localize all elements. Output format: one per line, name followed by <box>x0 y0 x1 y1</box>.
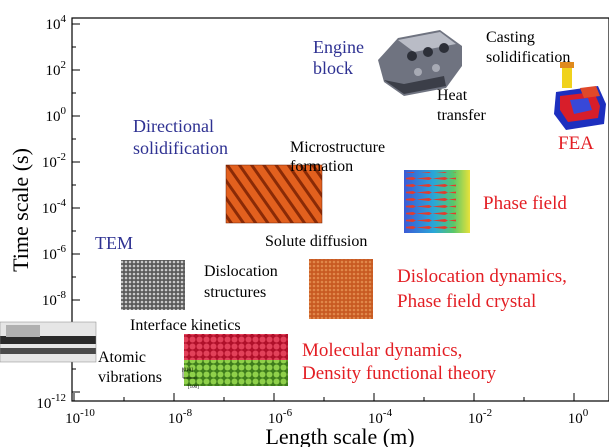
casting-fea-image <box>554 62 606 130</box>
x-axis-label: Length scale (m) <box>265 424 414 447</box>
x-tick-label: 100 <box>568 407 589 427</box>
y-tick-labels: 104 102 100 10-2 10-4 10-6 10-8 10-12 <box>36 13 66 412</box>
x-tick-label: 10-6 <box>268 407 293 427</box>
engine-block-label: Engine block <box>313 37 364 78</box>
x-tick-label: 10-10 <box>65 407 95 427</box>
tem-label: TEM <box>95 233 133 253</box>
microstructure-formation-label: Microstructure formation <box>290 139 385 175</box>
crystal-axes-inset: [010] [100] <box>182 368 199 390</box>
directional-solidification-image <box>225 164 323 224</box>
y-tick-label: 100 <box>46 105 67 125</box>
dislocation-structures-label: Dislocation structures <box>204 263 278 301</box>
x-ticks <box>73 393 575 401</box>
fea-label: FEA <box>558 133 594 154</box>
casting-solidification-label: Casting solidification <box>486 29 570 66</box>
direction-010-label: [010] <box>182 368 193 373</box>
atomic-vibrations-label: Atomic vibrations <box>98 349 162 386</box>
x-tick-label: 10-2 <box>468 407 492 427</box>
y-tick-label: 10-4 <box>42 197 67 217</box>
molecular-dynamics-image <box>184 334 288 386</box>
dislocation-dynamics-label: Dislocation dynamics, Phase field crystal <box>397 266 567 312</box>
atomic-vibrations-image <box>0 321 97 363</box>
y-tick-label: 104 <box>46 13 67 33</box>
molecular-dynamics-label: Molecular dynamics, Density functional th… <box>302 340 497 384</box>
x-tick-label: 10-4 <box>368 407 393 427</box>
x-tick-label: 10-8 <box>168 407 193 427</box>
interface-kinetics-label: Interface kinetics <box>130 317 241 334</box>
direction-100-label: [100] <box>188 385 199 390</box>
heat-transfer-label: Heat transfer <box>437 87 487 124</box>
phase-field-image <box>404 170 470 233</box>
engine-block-image <box>378 30 462 96</box>
y-tick-label: 10-12 <box>36 392 66 412</box>
y-tick-label: 10-6 <box>42 243 67 263</box>
y-ticks <box>72 23 80 393</box>
y-tick-label: 10-8 <box>42 289 67 309</box>
directional-solidification-label: Directional solidification <box>133 116 228 158</box>
phase-field-crystal-image <box>309 259 373 319</box>
y-tick-label: 10-2 <box>42 151 66 171</box>
y-tick-label: 102 <box>46 59 67 79</box>
phase-field-label: Phase field <box>483 193 567 214</box>
x-tick-labels: 10-10 10-8 10-6 10-4 10-2 100 <box>65 407 589 427</box>
solute-diffusion-label: Solute diffusion <box>265 233 367 250</box>
plot-frame <box>71 17 609 402</box>
y-axis-label: Time scale (s) <box>8 148 33 272</box>
tem-image <box>121 260 185 310</box>
